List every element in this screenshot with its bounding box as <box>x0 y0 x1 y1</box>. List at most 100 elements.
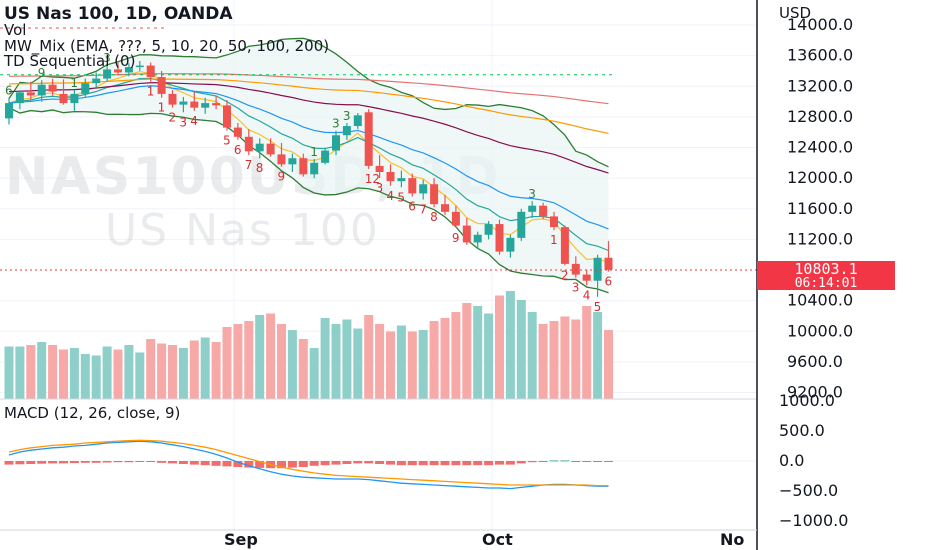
td-setup-red: 4 <box>583 288 591 302</box>
price-tick-label: 14000.0 <box>787 15 853 34</box>
macd-histogram-bar <box>484 461 494 466</box>
volume-bar <box>124 345 134 399</box>
td-setup-red: 3 <box>572 281 580 295</box>
candle-body <box>495 224 504 252</box>
volume-bar <box>309 348 319 399</box>
price-tick-label: 10400.0 <box>787 291 853 310</box>
macd-histogram-bar <box>331 461 341 465</box>
macd-histogram-bar <box>255 461 265 468</box>
macd-tick-label: 0.0 <box>779 451 804 470</box>
macd-histogram-bar <box>549 460 559 462</box>
price-tick-label: 11200.0 <box>787 229 853 248</box>
volume-bar <box>222 327 232 399</box>
macd-histogram-bar <box>462 461 472 466</box>
td-setup-red: 6 <box>408 200 416 214</box>
volume-bar <box>37 342 47 399</box>
volume-bar <box>516 300 526 399</box>
macd-histogram-bar <box>244 461 254 468</box>
td-sequential-label[interactable]: TD Sequential (0) <box>3 52 135 70</box>
last-price-tag: 10803.1 06:14:01 <box>757 261 895 290</box>
volume-bar <box>538 324 548 399</box>
time-axis[interactable]: Sep Oct No <box>224 530 744 549</box>
candle-body <box>582 274 591 281</box>
volume-bar <box>146 339 156 399</box>
candle-body <box>539 205 548 217</box>
macd-histogram-bar <box>527 461 537 463</box>
td-setup-green: 6 <box>5 84 13 98</box>
price-tick-label: 9200.0 <box>787 383 843 402</box>
time-label: No <box>720 530 744 549</box>
volume-bar <box>287 330 297 399</box>
volume-bar <box>59 349 68 399</box>
macd-histogram-bar <box>353 461 363 464</box>
candle-body <box>550 216 558 228</box>
macd-histogram-bar <box>113 461 123 463</box>
candle-body <box>342 126 351 136</box>
volume-bar <box>407 331 417 399</box>
volume-bar <box>593 312 603 399</box>
candle-body <box>397 178 406 182</box>
volume-bar <box>15 346 25 399</box>
td-setup-red: 5 <box>223 134 231 148</box>
candle-body <box>15 92 24 104</box>
volume-bar <box>80 354 90 399</box>
candle-body <box>506 237 515 252</box>
volume-bar <box>48 345 58 399</box>
bollinger-lower <box>8 107 609 294</box>
symbol-title[interactable]: US Nas 100, 1D, OANDA <box>4 4 233 24</box>
candle-body <box>81 83 90 94</box>
td-setup-red: 3 <box>376 181 384 195</box>
volume-bar <box>549 321 559 399</box>
macd-histogram-bar <box>157 461 167 463</box>
macd-histogram-bar <box>178 461 188 464</box>
bollinger-upper <box>8 37 609 168</box>
candle-body <box>190 101 199 108</box>
volume-bar <box>505 291 515 399</box>
price-tick-label: 9600.0 <box>787 352 843 371</box>
td-setup-red: 8 <box>256 161 264 175</box>
volume-bar <box>451 312 461 399</box>
price-axis-ticks[interactable]: 14000.0 13600.0 13200.0 12800.0 12400.0 12000… <box>787 15 853 402</box>
volume-bar <box>4 346 14 399</box>
candle-body <box>59 93 68 104</box>
td-setup-red: 6 <box>605 275 613 289</box>
macd-histogram-bar <box>80 461 90 463</box>
volume-bar <box>266 313 276 399</box>
volume-bar <box>233 324 243 399</box>
candle-body <box>288 158 297 165</box>
price-tick-label: 12000.0 <box>787 168 853 187</box>
volume-bar <box>429 321 439 399</box>
macd-histogram-bar <box>440 461 450 466</box>
volume-bar <box>255 315 265 399</box>
td-setup-green: 3 <box>332 117 340 131</box>
macd-histogram-bar <box>102 461 112 463</box>
td-setup-red: 1 <box>147 85 155 99</box>
candle-body <box>114 69 122 73</box>
macd-histogram-bar <box>309 461 319 466</box>
candle-body <box>353 115 362 127</box>
macd-histogram-bar <box>146 461 156 462</box>
candle-body <box>571 263 580 275</box>
time-label: Sep <box>224 530 258 549</box>
candle-body <box>266 143 275 155</box>
macd-axis-ticks[interactable]: 1000.0 500.0 0.0 −500.0 −1000.0 <box>779 391 848 530</box>
macd-histogram-bar <box>473 461 483 466</box>
volume-bar <box>473 306 483 399</box>
candle-body <box>604 257 613 270</box>
price-tick-label: 13600.0 <box>787 46 853 65</box>
candle-body <box>168 93 177 105</box>
td-setup-green: 3 <box>528 187 536 201</box>
macd-histogram-bar <box>37 461 47 464</box>
volume-bar <box>484 313 494 399</box>
vol-label[interactable]: Vol <box>4 21 26 39</box>
mw-mix-label[interactable]: MW_Mix (EMA, ???, 5, 10, 20, 50, 100, 20… <box>4 37 329 56</box>
candle-body <box>560 227 569 264</box>
volume-bar <box>560 316 570 399</box>
candle-body <box>364 112 373 166</box>
macd-histogram-bar <box>124 461 134 463</box>
macd-label[interactable]: MACD (12, 26, close, 9) <box>4 404 180 422</box>
volume-bar <box>200 337 210 399</box>
macd-histogram-bar <box>48 461 58 464</box>
macd-tick-label: −500.0 <box>779 481 838 500</box>
volume-bar <box>462 303 472 399</box>
